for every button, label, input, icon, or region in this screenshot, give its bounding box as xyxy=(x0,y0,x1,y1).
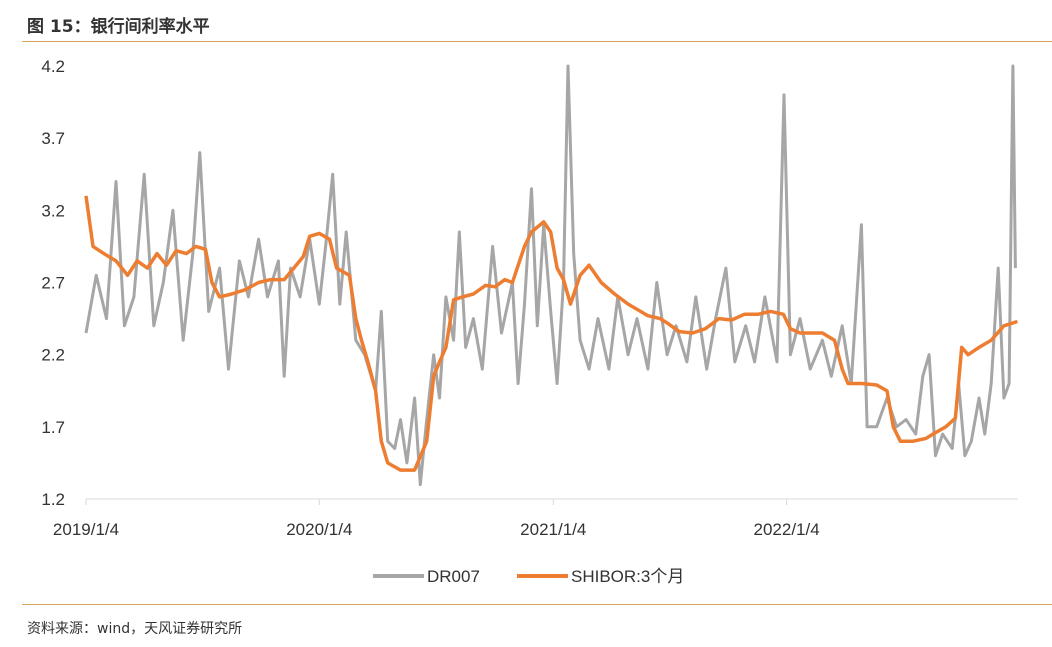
x-tick-label: 2022/1/4 xyxy=(754,520,820,539)
footer-divider xyxy=(22,604,1052,605)
y-tick-label: 3.7 xyxy=(41,129,65,148)
y-tick-label: 4.2 xyxy=(41,57,65,76)
y-tick-label: 1.7 xyxy=(41,418,65,437)
x-tick-label: 2021/1/4 xyxy=(520,520,586,539)
x-tick-label: 2019/1/4 xyxy=(53,520,119,539)
y-tick-label: 2.7 xyxy=(41,274,65,293)
y-tick-label: 2.2 xyxy=(41,346,65,365)
legend-label: SHIBOR:3个月 xyxy=(571,567,684,586)
y-tick-label: 1.2 xyxy=(41,490,65,509)
x-tick-label: 2020/1/4 xyxy=(286,520,352,539)
source-note: 资料来源：wind，天风证券研究所 xyxy=(27,621,243,637)
y-tick-label: 3.2 xyxy=(41,201,65,220)
series-line-dr007 xyxy=(84,64,1017,487)
line-chart: 4.2 3.7 3.2 2.7 2.2 1.7 1.2 2019/1/4 2020/1/4 20… xyxy=(41,57,1018,586)
figure-title: 图 15：银行间利率水平 xyxy=(27,17,210,37)
header-divider xyxy=(22,41,1052,42)
series-line-shibor-3m xyxy=(84,195,1018,472)
legend-label: DR007 xyxy=(427,567,480,586)
